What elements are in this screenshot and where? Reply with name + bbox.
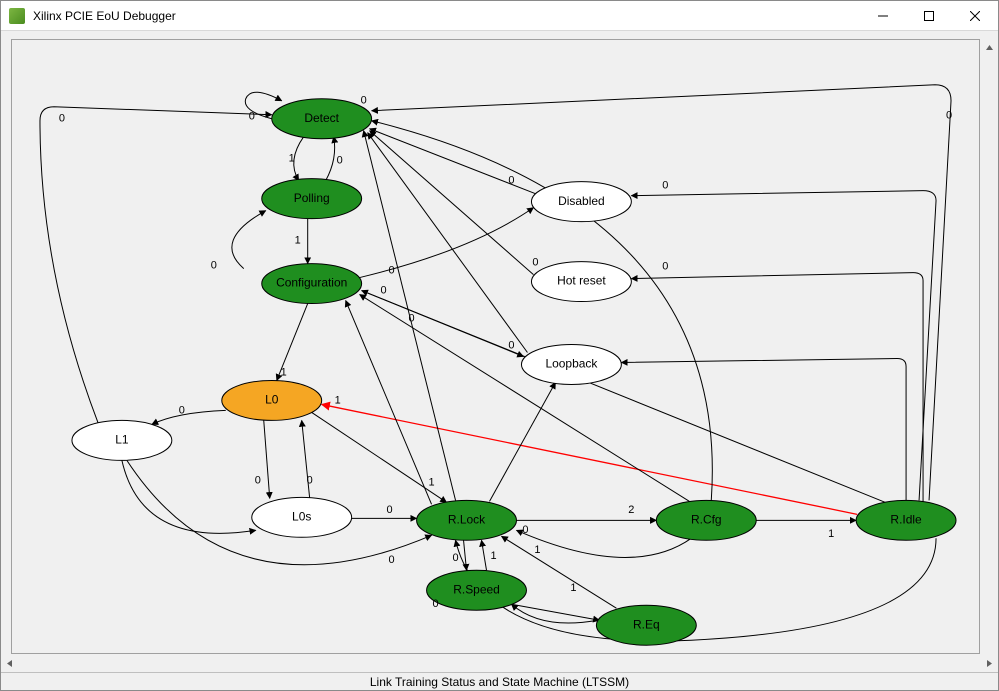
edge-label: 1: [534, 544, 540, 556]
edge-polling-detect: [326, 137, 335, 181]
node-label: Hot reset: [557, 274, 606, 288]
edge-label: 0: [387, 504, 393, 516]
edge-label: 0: [337, 155, 343, 167]
node-label: R.Idle: [890, 512, 922, 526]
edge-label: 0: [532, 256, 538, 268]
edge-rspeed-rlock: [482, 540, 487, 570]
edge-label: 0: [255, 474, 261, 486]
edge-l0s-l0: [302, 420, 310, 498]
scroll-left-icon[interactable]: [1, 657, 18, 671]
edge-l0-l1: [152, 410, 226, 424]
edge-l1-l0s: [122, 460, 256, 533]
edge-label: 1: [289, 153, 295, 165]
state-machine-diagram: Detect Polling Configuration Disabled Hot re…: [12, 40, 979, 653]
node-req[interactable]: R.Eq: [596, 605, 696, 645]
node-label: L0: [265, 393, 279, 407]
node-loopback[interactable]: Loopback: [521, 345, 621, 385]
status-bar: Link Training Status and State Machine (…: [1, 672, 998, 690]
edge-label: 0: [452, 552, 458, 564]
edge-label: 1: [490, 550, 496, 562]
node-label: R.Eq: [633, 617, 660, 631]
edge-label: 1: [335, 394, 341, 406]
edge-label: 0: [389, 264, 395, 276]
edge-rlock-loopback: [490, 382, 556, 501]
title-bar[interactable]: Xilinx PCIE EoU Debugger: [1, 1, 998, 31]
scroll-up-icon[interactable]: [981, 39, 998, 56]
horizontal-scrollbar[interactable]: [1, 655, 998, 672]
node-label: R.Lock: [448, 512, 485, 526]
node-rcfg[interactable]: R.Cfg: [656, 500, 756, 540]
edge-label: 1: [828, 528, 834, 540]
edge-label: 0: [211, 259, 217, 271]
edge-label: 0: [508, 175, 514, 187]
diagram-container[interactable]: Detect Polling Configuration Disabled Hot re…: [11, 39, 980, 654]
node-disabled[interactable]: Disabled: [531, 182, 631, 222]
node-label: Disabled: [558, 194, 605, 208]
node-hotreset[interactable]: Hot reset: [531, 262, 631, 302]
node-l0s[interactable]: L0s: [252, 497, 352, 537]
edge-label: 0: [522, 524, 528, 536]
edge-l1-detect: [40, 107, 272, 423]
content-area: Detect Polling Configuration Disabled Hot re…: [1, 31, 998, 690]
close-button[interactable]: [952, 1, 998, 31]
scroll-right-icon[interactable]: [981, 657, 998, 671]
window-frame: Xilinx PCIE EoU Debugger: [0, 0, 999, 691]
edge-ridle-l0: [322, 404, 857, 514]
node-l1[interactable]: L1: [72, 420, 172, 460]
edge-label: 0: [508, 339, 514, 351]
node-rlock[interactable]: R.Lock: [417, 500, 517, 540]
edge-ridle-disabled: [631, 191, 936, 501]
node-label: L0s: [292, 509, 311, 523]
node-label: Loopback: [545, 357, 597, 371]
edge-l0-l0s: [264, 420, 270, 498]
edge-label: 0: [361, 95, 367, 107]
vertical-scrollbar[interactable]: [981, 39, 998, 654]
node-config[interactable]: Configuration: [262, 264, 362, 304]
edge-label: 0: [409, 312, 415, 324]
edge-label: 1: [295, 235, 301, 247]
edge-ridle-config: [362, 291, 885, 503]
node-label: Polling: [294, 191, 330, 205]
edge-rspeed-req: [511, 604, 599, 620]
node-detect[interactable]: Detect: [272, 99, 372, 139]
node-label: Configuration: [276, 276, 347, 290]
edge-label: 0: [179, 404, 185, 416]
maximize-button[interactable]: [906, 1, 952, 31]
window-title: Xilinx PCIE EoU Debugger: [33, 9, 176, 23]
edge-label: 0: [433, 598, 439, 610]
edge-ridle-hotreset: [631, 273, 923, 503]
node-polling[interactable]: Polling: [262, 179, 362, 219]
edge-label: 0: [307, 474, 313, 486]
edge-label: 0: [249, 111, 255, 123]
edge-label: 1: [429, 476, 435, 488]
app-icon: [9, 8, 25, 24]
edge-rcfg-config: [360, 295, 690, 502]
edge-ridle-loopback: [621, 358, 906, 500]
edge-label: 1: [281, 366, 287, 378]
edge-config-polling: [232, 211, 266, 269]
node-label: L1: [115, 433, 129, 447]
edge-label: 2: [628, 504, 634, 516]
edge-label: 0: [389, 554, 395, 566]
edge-label: 0: [662, 260, 668, 272]
node-label: Detect: [304, 111, 339, 125]
node-rspeed[interactable]: R.Speed: [427, 570, 527, 610]
node-ridle[interactable]: R.Idle: [856, 500, 956, 540]
node-l0[interactable]: L0: [222, 380, 322, 420]
edge-label: 0: [662, 180, 668, 192]
node-label: R.Speed: [453, 582, 500, 596]
edge-rcfg-rlock: [516, 530, 691, 557]
edge-detect-polling: [294, 137, 304, 181]
edge-label: 1: [570, 582, 576, 594]
minimize-button[interactable]: [860, 1, 906, 31]
edge-label: 0: [946, 110, 952, 122]
edge-label: 0: [381, 284, 387, 296]
node-label: R.Cfg: [691, 512, 722, 526]
status-text: Link Training Status and State Machine (…: [370, 675, 629, 689]
edge-label: 0: [59, 113, 65, 125]
